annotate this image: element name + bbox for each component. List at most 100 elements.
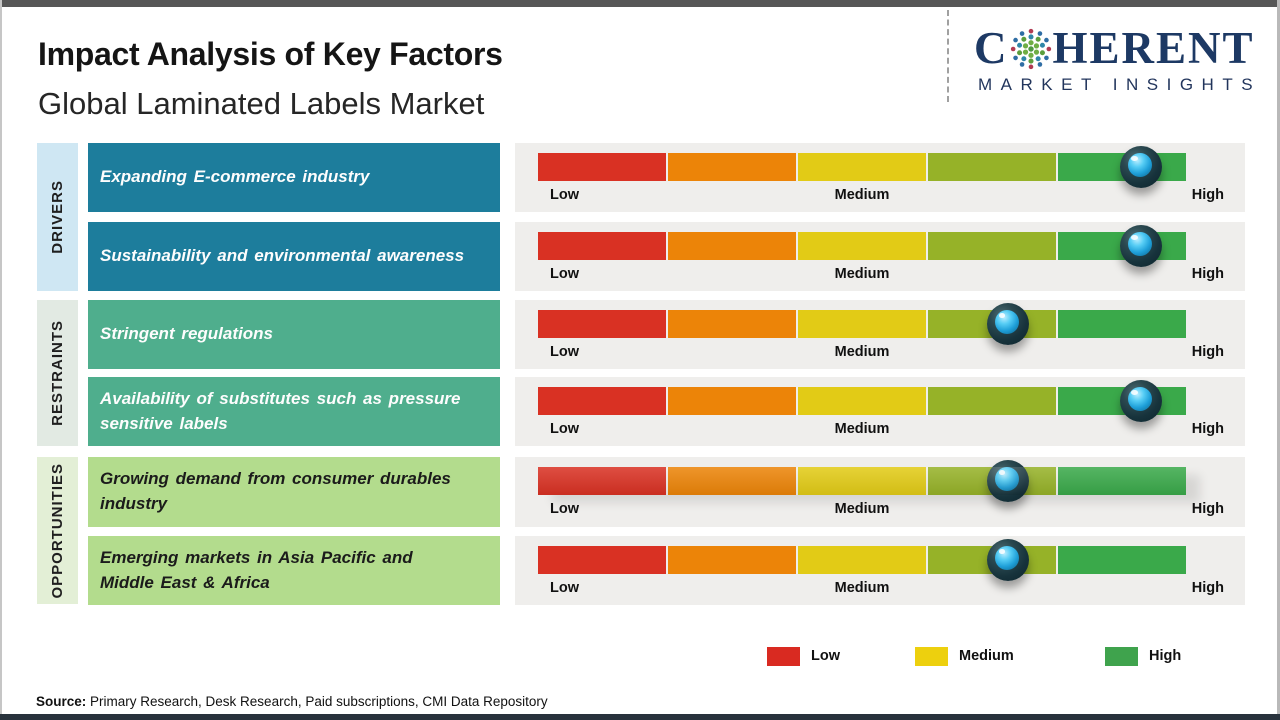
factor-row: Availability of substitutes such as pres…: [0, 377, 1280, 446]
scale-label-medium: Medium: [834, 266, 890, 282]
legend-label-high: High: [1149, 648, 1182, 664]
category-rail-restraints: RESTRAINTS: [37, 300, 78, 446]
impact-scale-bar: [538, 539, 1186, 581]
logo-divider: [947, 10, 949, 102]
source-text: Primary Research, Desk Research, Paid su…: [86, 694, 548, 709]
scale-label-low: Low: [550, 344, 579, 360]
scale-segment-medium: [798, 546, 926, 574]
impact-bar-strip: Low Medium High: [515, 222, 1245, 291]
scale-segment-high: [1058, 310, 1186, 338]
impact-bar-strip: Low Medium High: [515, 536, 1245, 605]
legend-swatch-medium: [915, 646, 948, 666]
scale-segment-low-medium: [668, 232, 796, 260]
brand-letters-rest: HERENT: [1052, 23, 1255, 73]
impact-marker: [986, 539, 1029, 581]
scale-segment-medium: [798, 467, 926, 495]
impact-scale-bar: [538, 380, 1186, 422]
scale-label-medium: Medium: [834, 580, 890, 596]
scale-label-low: Low: [550, 266, 579, 282]
scale-label-low: Low: [550, 187, 579, 203]
scale-segment-medium-high: [928, 232, 1056, 260]
legend-label-medium: Medium: [959, 648, 1014, 664]
factor-row: Sustainability and environmental awarene…: [0, 222, 1280, 291]
factor-label: Sustainability and environmental awarene…: [100, 246, 465, 266]
scale-segment-low: [538, 310, 666, 338]
scale-segment-medium: [798, 232, 926, 260]
scale-label-high: High: [1191, 344, 1224, 360]
scale-segment-low-medium: [668, 387, 796, 415]
impact-marker: [1119, 225, 1162, 267]
scale-segment-medium: [798, 387, 926, 415]
right-border: [1277, 0, 1280, 720]
factor-row: Expanding E-commerce industry Low Medium…: [0, 143, 1280, 212]
scale-label-high: High: [1191, 580, 1224, 596]
scale-segment-low: [538, 387, 666, 415]
factor-label: Stringent regulations: [100, 324, 273, 344]
scale-segment-low-medium: [668, 153, 796, 181]
scale-label-low: Low: [550, 580, 579, 596]
scale-segment-low-medium: [668, 546, 796, 574]
impact-bar-strip: Low Medium High: [515, 457, 1245, 527]
factor-row: Emerging markets in Asia Pacific and Mid…: [0, 536, 1280, 605]
factor-row: Stringent regulations Low Medium High: [0, 300, 1280, 369]
scale-label-low: Low: [550, 421, 579, 437]
brand-letter-c: C: [974, 23, 1009, 73]
page-title: Impact Analysis of Key Factors: [38, 36, 503, 72]
impact-scale-bar: [538, 146, 1186, 188]
legend-label-low: Low: [811, 648, 840, 664]
impact-marker: [986, 303, 1029, 345]
legend-item-low: Low: [767, 646, 840, 666]
impact-marker: [1119, 146, 1162, 188]
scale-segment-low: [538, 153, 666, 181]
scale-segment-medium-high: [928, 387, 1056, 415]
category-rail-opportunities: OPPORTUNITIES: [37, 457, 78, 604]
category-rail-drivers: DRIVERS: [37, 143, 78, 291]
scale-segment-high: [1058, 467, 1186, 495]
scale-segment-medium: [798, 310, 926, 338]
scale-label-low: Low: [550, 501, 579, 517]
scale-segment-low: [538, 546, 666, 574]
top-border: [0, 0, 1280, 7]
impact-bar-strip: Low Medium High: [515, 300, 1245, 369]
scale-label-high: High: [1191, 501, 1224, 517]
scale-segment-high: [1058, 546, 1186, 574]
scale-label-high: High: [1191, 421, 1224, 437]
factor-label-box: Emerging markets in Asia Pacific and Mid…: [88, 536, 500, 605]
legend-item-high: High: [1105, 646, 1181, 666]
factor-label-box: Growing demand from consumer durables in…: [88, 457, 500, 527]
page-subtitle: Global Laminated Labels Market: [38, 86, 485, 121]
impact-scale-bar: [538, 460, 1186, 502]
impact-bar-strip: Low Medium High: [515, 143, 1245, 212]
factor-label: Availability of substitutes such as pres…: [100, 388, 461, 433]
logo-o-dotted-globe-icon: [1010, 28, 1051, 69]
legend-item-medium: Medium: [915, 646, 1014, 666]
scale-segment-medium: [798, 153, 926, 181]
brand-tagline: MARKET INSIGHTS: [978, 75, 1262, 94]
scale-label-high: High: [1191, 266, 1224, 282]
factor-label: Growing demand from consumer durables in…: [100, 469, 451, 513]
left-border: [0, 0, 2, 720]
scale-label-medium: Medium: [834, 421, 890, 437]
scale-segment-medium-high: [928, 153, 1056, 181]
impact-scale-bar: [538, 225, 1186, 267]
factor-label-box: Availability of substitutes such as pres…: [88, 377, 500, 446]
scale-label-high: High: [1191, 187, 1224, 203]
impact-marker: [1119, 380, 1162, 422]
impact-scale-bar: [538, 303, 1186, 345]
scale-segment-low-medium: [668, 310, 796, 338]
brand-logo: C HERENT MARKET INSIGHTS: [974, 26, 1264, 95]
bottom-border: [0, 714, 1280, 720]
factor-label-box: Stringent regulations: [88, 300, 500, 369]
legend-swatch-low: [767, 646, 800, 666]
scale-label-medium: Medium: [834, 187, 890, 203]
scale-segment-low: [538, 467, 666, 495]
factor-label-box: Expanding E-commerce industry: [88, 143, 500, 212]
source-prefix: Source:: [36, 694, 87, 709]
factor-label: Expanding E-commerce industry: [100, 167, 370, 187]
factor-label: Emerging markets in Asia Pacific and Mid…: [100, 547, 413, 592]
scale-label-medium: Medium: [834, 501, 890, 517]
brand-name: C HERENT: [974, 26, 1264, 71]
scale-segment-low: [538, 232, 666, 260]
factor-row: Growing demand from consumer durables in…: [0, 457, 1280, 527]
source-note: Source: Primary Research, Desk Research,…: [36, 694, 548, 709]
